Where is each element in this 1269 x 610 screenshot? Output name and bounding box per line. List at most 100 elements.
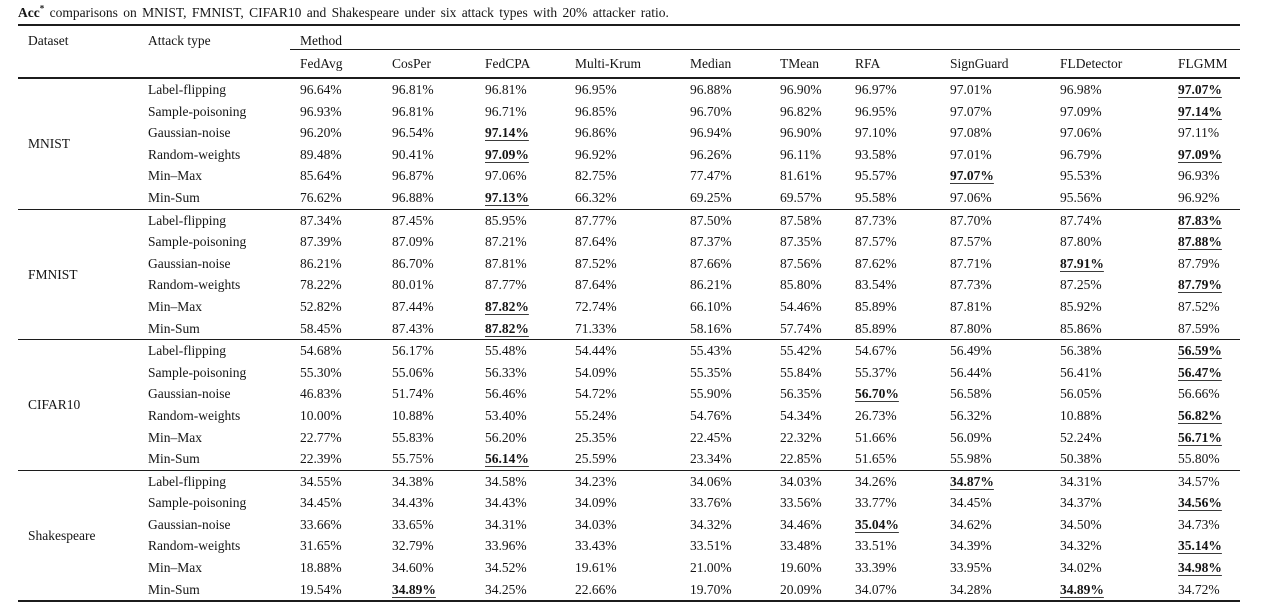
accuracy-value: 55.43% [690,343,732,359]
accuracy-value: 10.00% [300,407,342,423]
accuracy-value: 56.66% [1178,386,1220,402]
attack-type-label: Label-flipping [148,82,226,97]
accuracy-value: 34.60% [392,560,434,576]
accuracy-value: 87.73% [855,212,897,228]
method-col-header-rfa: RFA [855,55,881,71]
accuracy-value: 54.46% [780,298,822,314]
accuracy-value: 87.77% [485,277,527,293]
attack-type-label: Random-weights [148,277,241,293]
accuracy-value: 34.43% [392,495,434,511]
accuracy-value: 56.33% [485,364,527,380]
accuracy-value: 96.81% [392,103,434,119]
accuracy-value: 56.71% [1178,429,1222,445]
accuracy-value: 20.09% [780,581,822,597]
table-row: Min-Sum 19.54% 34.89% 34.25% 22.66% 19.70% 20.… [18,579,1240,602]
accuracy-value: 87.43% [392,320,434,336]
accuracy-value: 33.66% [300,516,342,532]
accuracy-value: 97.01% [950,82,992,97]
col-header-method: Method [290,25,1241,50]
accuracy-value: 95.57% [855,168,897,184]
accuracy-value: 54.34% [780,407,822,423]
accuracy-value: 25.35% [575,429,617,445]
accuracy-value: 82.75% [575,168,617,184]
accuracy-value: 96.88% [392,189,434,205]
attack-type-label: Random-weights [148,146,241,162]
dataset-section-shakespeare: Shakespeare Label-flipping 34.55% 34.38% 34.… [18,470,1241,602]
table-row: CIFAR10 Label-flipping 54.68% 56.17% 55.48% 5… [18,340,1240,412]
accuracy-value: 85.89% [855,320,897,336]
method-col-header-fedcpa: FedCPA [485,55,531,71]
accuracy-value: 87.64% [575,277,617,293]
accuracy-value: 87.82% [485,298,529,314]
accuracy-value: 34.03% [780,473,822,489]
accuracy-value: 96.97% [855,82,897,97]
accuracy-value: 56.14% [485,451,529,467]
accuracy-value: 34.56% [1178,495,1222,511]
accuracy-value: 33.43% [575,538,617,554]
attack-type-label: Sample-poisoning [148,103,247,119]
accuracy-value: 86.21% [690,277,732,293]
table-row: Sample-poisoning 96.93% 96.81% 96.71% 96.85%… [18,101,1240,123]
table-row: Gaussian-noise 86.21% 86.70% 87.81% 87.52% 87… [18,253,1240,275]
accuracy-value: 33.48% [780,538,822,554]
accuracy-value: 87.70% [950,212,992,228]
accuracy-value: 34.38% [392,473,434,489]
accuracy-value: 34.43% [485,495,527,511]
accuracy-value: 19.70% [690,581,732,597]
accuracy-value: 85.86% [1060,320,1102,336]
accuracy-value: 34.46% [780,516,822,532]
table-row: Random-weights 31.65% 32.79% 33.96% 33.43% 33… [18,535,1240,557]
accuracy-value: 69.57% [780,189,822,205]
method-col-header-fedavg: FedAvg [300,55,343,71]
accuracy-value: 76.62% [300,189,342,205]
accuracy-value: 55.35% [690,364,732,380]
accuracy-value: 96.92% [1178,189,1220,205]
dataset-section-cifar10: CIFAR10 Label-flipping 54.68% 56.17% 55.48% 5… [18,339,1241,471]
accuracy-value: 66.10% [690,298,732,314]
accuracy-value: 51.65% [855,451,897,467]
accuracy-value: 51.66% [855,429,897,445]
accuracy-value: 22.85% [780,451,822,467]
attack-type-label: Label-flipping [148,343,226,359]
accuracy-value: 33.65% [392,516,434,532]
table-row: Min-Sum 22.39% 55.75% 56.14% 25.59% 23.34% 22.… [18,448,1240,470]
accuracy-value: 33.77% [855,495,897,511]
accuracy-value: 33.96% [485,538,527,554]
accuracy-value: 57.74% [780,320,822,336]
accuracy-value: 87.73% [950,277,992,293]
accuracy-value: 81.61% [780,168,822,184]
accuracy-value: 96.95% [855,103,897,119]
accuracy-value: 56.35% [780,386,822,402]
accuracy-value: 22.32% [780,429,822,445]
accuracy-value: 55.30% [300,364,342,380]
accuracy-value: 55.75% [392,451,434,467]
accuracy-value: 87.80% [950,320,992,336]
accuracy-value: 85.80% [780,277,822,293]
accuracy-value: 19.60% [780,560,822,576]
accuracy-value: 34.23% [575,473,617,489]
accuracy-value: 87.88% [1178,234,1222,250]
accuracy-value: 19.54% [300,581,342,597]
accuracy-value: 97.06% [950,189,992,205]
accuracy-value: 96.86% [575,125,617,141]
method-col-header-multi-krum: Multi-Krum [575,55,641,71]
accuracy-value: 87.21% [485,234,527,250]
accuracy-value: 54.44% [575,343,617,359]
attack-type-label: Gaussian-noise [148,386,231,402]
accuracy-value: 10.88% [1060,407,1102,423]
accuracy-value: 56.49% [950,343,992,359]
accuracy-value: 97.06% [1060,125,1102,141]
attack-type-label: Sample-poisoning [148,364,247,380]
accuracy-value: 97.14% [1178,103,1222,119]
accuracy-value: 56.46% [485,386,527,402]
accuracy-value: 87.57% [855,234,897,250]
accuracy-value: 87.50% [690,212,732,228]
accuracy-value: 87.81% [950,298,992,314]
accuracy-value: 83.54% [855,277,897,293]
accuracy-value: 34.07% [855,581,897,597]
accuracy-value: 87.66% [690,255,732,271]
accuracy-value: 96.20% [300,125,342,141]
table-row: Gaussian-noise 33.66% 33.65% 34.31% 34.03% 34… [18,514,1240,536]
accuracy-value: 33.95% [950,560,992,576]
caption-metric: Acc* [18,4,44,20]
